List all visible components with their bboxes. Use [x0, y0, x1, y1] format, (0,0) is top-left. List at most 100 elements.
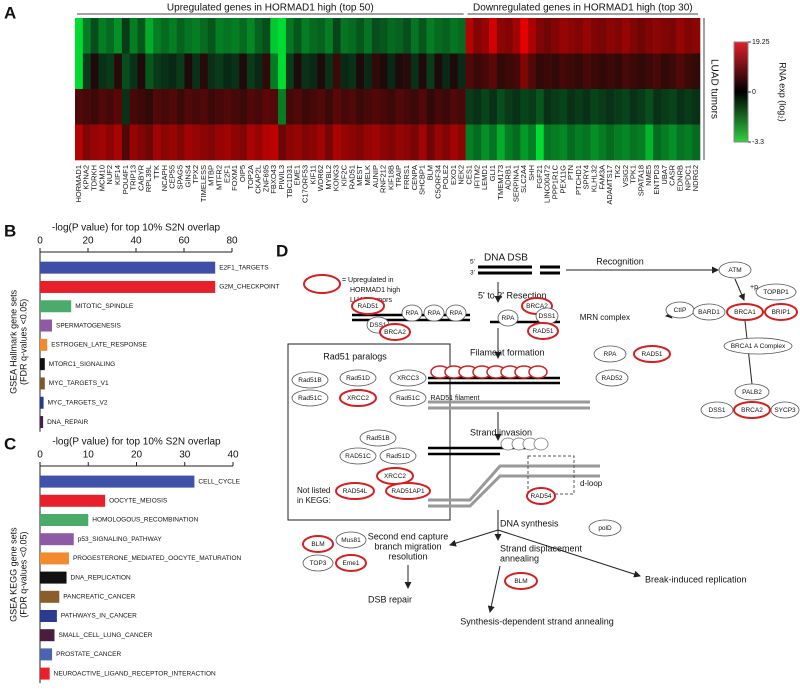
heat-cell [153, 89, 162, 125]
heat-cell [309, 124, 318, 161]
heat-cell [450, 53, 459, 90]
gene-label: PPP1R1C [550, 164, 559, 199]
heat-cell [270, 124, 279, 161]
heat-cell [535, 124, 545, 161]
heat-cell [481, 89, 490, 125]
heat-cell [465, 124, 474, 161]
heat-cell [496, 53, 505, 90]
bar [40, 629, 55, 642]
node-label: RPA [604, 351, 618, 358]
heat-cell [575, 53, 584, 90]
heat-cell [254, 53, 263, 90]
colorbar-tick-label: -3.3 [752, 139, 764, 146]
node [734, 383, 770, 401]
heat-cell [598, 89, 607, 125]
heat-cell [371, 53, 380, 90]
gene-label: FBXO43 [269, 165, 278, 194]
heat-cell [551, 89, 560, 125]
node-label: ATM [728, 267, 741, 274]
heat-cell [192, 18, 201, 54]
bar-label: PANCREATIC_CANCER [63, 594, 135, 601]
heat-cell [598, 18, 607, 54]
gene-label: CKAP2L [254, 165, 263, 194]
heat-cell [692, 124, 701, 161]
bar-label: HOMOLOGOUS_RECOMBINATION [92, 517, 198, 524]
heat-cell [90, 53, 99, 90]
heat-cell [418, 89, 427, 125]
heat-cell [325, 124, 334, 161]
heat-cell [270, 89, 279, 125]
node-label: Eme1 [343, 560, 360, 567]
heat-cell [207, 89, 216, 125]
node [755, 283, 797, 301]
node [595, 369, 629, 387]
node-label: Rad51B [298, 377, 322, 384]
gene-label: ENTPD3 [652, 165, 661, 195]
heat-cell [512, 18, 521, 54]
bar-label: PATHWAYS_IN_CANCER [61, 613, 137, 620]
heat-cell [434, 124, 443, 161]
heat-cell [223, 53, 232, 90]
node-label: BRCA1 [734, 309, 756, 316]
node-label: XRCC2 [384, 473, 406, 480]
heat-cell [582, 18, 591, 54]
diagram-text: in KEGG: [297, 496, 331, 505]
gene-label: GLI1 [488, 165, 497, 181]
node-label: CtIP [674, 307, 687, 314]
heat-cell [403, 18, 412, 54]
gene-label: C5ORF34 [433, 165, 442, 199]
heat-cell [160, 18, 170, 54]
heat-cell [660, 124, 670, 161]
gene-label: KLHL32 [590, 165, 599, 192]
heat-cell [293, 18, 302, 54]
node-label: Rad51D [386, 453, 410, 460]
heat-cell [184, 89, 193, 125]
heat-cell [684, 89, 693, 125]
group-label: Upregulated genes in HORMAD1 high (top 5… [167, 3, 374, 14]
heat-cell [98, 89, 107, 125]
diagram-text: Rad51 paralogs [323, 351, 387, 361]
heat-cell [559, 89, 568, 125]
gene-label: FRRS1 [402, 165, 411, 190]
bar-label: SMALL_CELL_LUNG_CANCER [58, 632, 152, 639]
gene-label: PTCHD1 [574, 165, 583, 195]
bar [40, 358, 45, 371]
node [526, 487, 556, 505]
heat-cell [645, 18, 654, 54]
heat-cell [606, 53, 615, 90]
heat-cell [504, 124, 513, 161]
node-label: RPA [428, 310, 442, 317]
heat-cell [621, 89, 630, 125]
gene-label: KPNA2 [82, 165, 91, 190]
heat-cell [653, 18, 662, 54]
bar-label: NEUROACTIVE_LIGAND_RECEPTOR_INTERACTION [54, 670, 216, 677]
gene-label: KONG3 [332, 165, 341, 191]
node [692, 303, 726, 321]
heat-cell [614, 89, 623, 125]
heat-cell [160, 53, 170, 90]
heat-cell [606, 124, 615, 161]
heat-cell [160, 89, 170, 125]
node-label: RAD54 [531, 493, 552, 500]
heat-cell [614, 124, 623, 161]
heat-cell [246, 18, 255, 54]
heat-cell [637, 53, 646, 90]
heat-cell [356, 18, 365, 54]
heat-cell [278, 18, 287, 54]
gene-label: IFITM2 [472, 165, 481, 189]
heat-cell [676, 124, 685, 161]
heat-cell [434, 53, 443, 90]
node [527, 322, 559, 340]
node-label: BLM [311, 541, 324, 548]
heat-cell [114, 53, 123, 90]
heat-cell [137, 89, 146, 125]
diagram-text: Recognition [596, 256, 644, 266]
gene-label: LINC00472 [543, 165, 552, 203]
diagram-text: Second end capture [368, 531, 449, 541]
heat-cell [496, 124, 505, 161]
heat-cell [442, 53, 451, 90]
gene-label: SPRY4 [582, 165, 591, 189]
heat-cell [559, 18, 568, 54]
heat-cell [239, 18, 248, 54]
heat-cell [692, 18, 701, 54]
